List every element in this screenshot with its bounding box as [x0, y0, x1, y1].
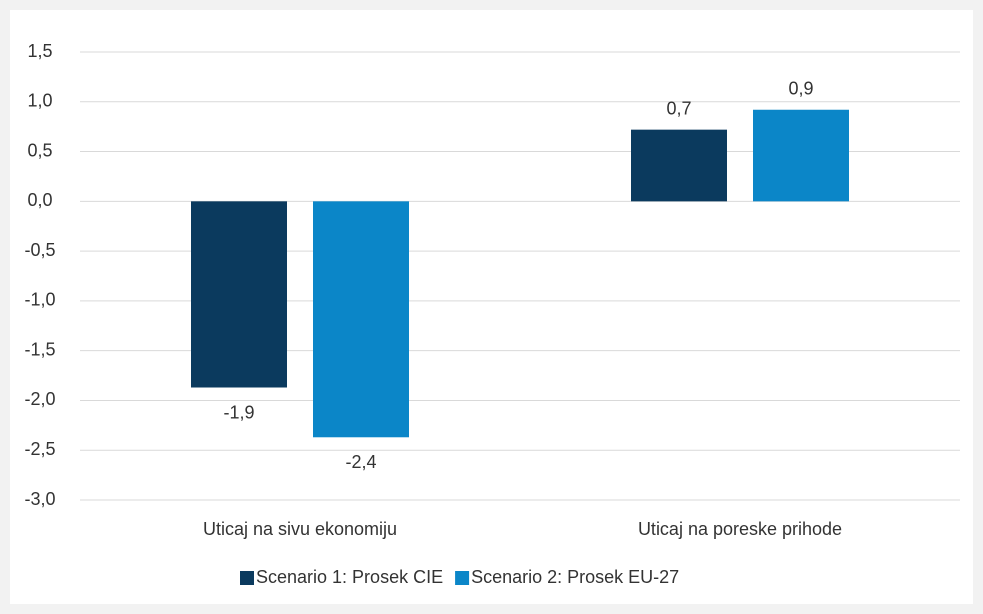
bar [753, 109, 849, 202]
y-tick-label: -1,5 [24, 339, 55, 359]
legend-label: Scenario 1: Prosek CIE [256, 567, 443, 587]
legend-swatch [455, 571, 470, 585]
legend-swatch [240, 571, 254, 585]
bar [313, 201, 409, 438]
y-tick-label: -0,5 [24, 240, 55, 260]
y-tick-label: 0,0 [27, 190, 52, 210]
legend-label: Scenario 2: Prosek EU-27 [471, 567, 679, 587]
y-tick-label: -3,0 [24, 489, 55, 509]
data-label: 0,9 [788, 78, 813, 98]
data-label: 0,7 [666, 98, 691, 118]
chart-background [10, 10, 973, 604]
y-tick-label: -2,5 [24, 439, 55, 459]
y-tick-label: -1,0 [24, 290, 55, 310]
y-tick-label: 0,5 [27, 140, 52, 160]
x-tick-label: Uticaj na poreske prihode [638, 519, 842, 539]
data-label: -1,9 [223, 402, 254, 422]
bar [631, 129, 727, 202]
data-label: -2,4 [345, 452, 376, 472]
x-tick-label: Uticaj na sivu ekonomiju [203, 519, 397, 539]
bar [191, 201, 287, 388]
y-tick-label: 1,5 [27, 41, 52, 61]
y-tick-label: 1,0 [27, 91, 52, 111]
y-tick-label: -2,0 [24, 389, 55, 409]
